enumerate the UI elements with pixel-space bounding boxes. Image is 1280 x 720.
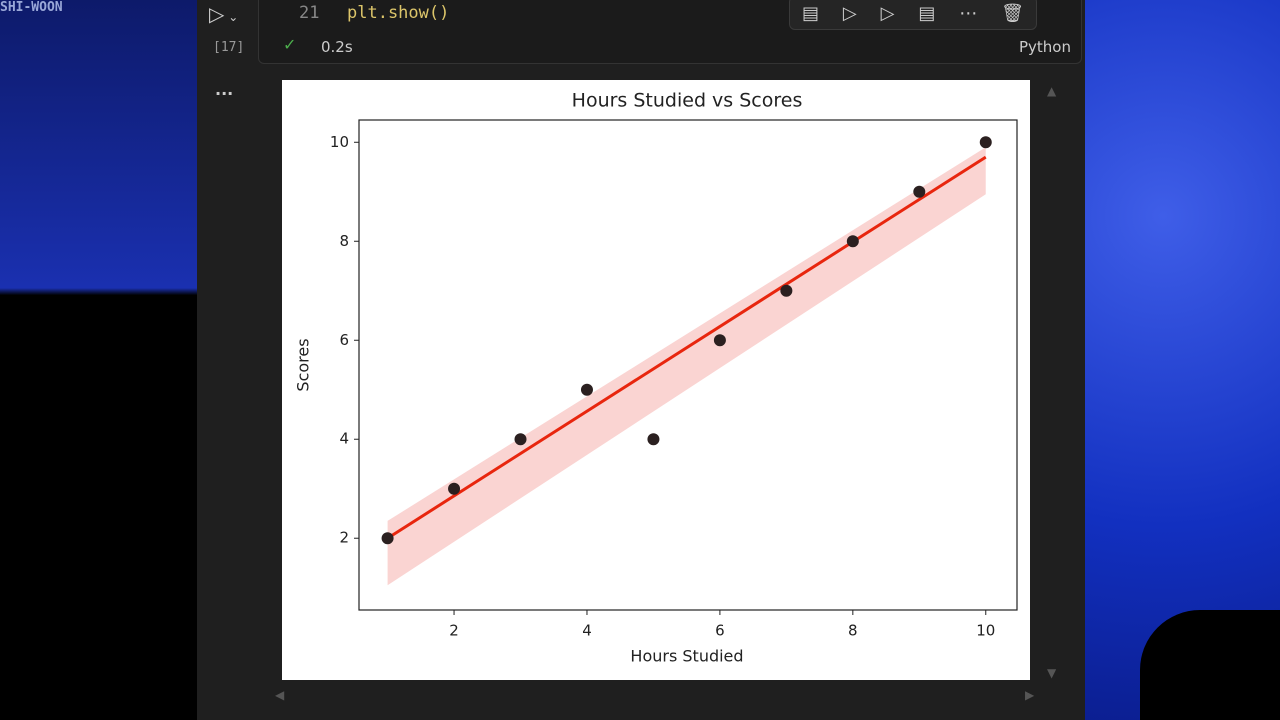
data-point (913, 185, 926, 198)
confidence-band (387, 147, 986, 586)
scroll-down[interactable]: ▼ (1047, 666, 1057, 680)
chart-output: Hours Studied vs Scores Hours Studied Sc… (282, 80, 1030, 680)
x-tick-label: 6 (715, 622, 725, 640)
duration: 0.2s (321, 38, 353, 56)
right-background (1085, 0, 1280, 720)
toolbar-button[interactable]: 🗑 (1001, 2, 1024, 24)
toolbar-button[interactable]: ▷ (842, 2, 857, 24)
toolbar-button[interactable]: ▤ (801, 2, 819, 24)
toolbar-button[interactable]: ▷ (880, 2, 895, 24)
y-tick-label: 8 (339, 232, 349, 250)
data-point (514, 433, 527, 446)
run-button[interactable]: ▷ ⌄ (209, 2, 239, 26)
regression-line (386, 155, 987, 540)
data-point (846, 235, 859, 248)
y-tick-label: 10 (330, 133, 349, 151)
data-point (647, 433, 660, 446)
toolbar-button[interactable]: ⋯ (959, 2, 978, 24)
y-tick-label: 4 (339, 430, 349, 448)
scroll-right[interactable]: ▶ (1025, 688, 1035, 702)
y-axis-label: Scores (294, 338, 313, 391)
chart-title: Hours Studied vs Scores (572, 90, 803, 112)
line-number: 21 (299, 3, 320, 23)
toolbar-button[interactable]: ▤ (918, 2, 936, 24)
code: plt.show() (347, 3, 450, 23)
output-menu[interactable]: ... (215, 80, 234, 99)
y-tick-label: 2 (339, 529, 349, 547)
cell-toolbar: ▤ ▷ ▷ ▤ ⋯ 🗑 (789, 0, 1037, 30)
scroll-left[interactable]: ◀ (275, 688, 285, 702)
x-tick-label: 4 (582, 622, 592, 640)
x-tick-label: 8 (848, 622, 858, 640)
left-background (0, 0, 197, 720)
x-tick-label: 10 (976, 622, 995, 640)
y-tick-label: 6 (339, 331, 349, 349)
x-tick-label: 2 (449, 622, 459, 640)
scroll-up[interactable]: ▲ (1047, 84, 1057, 98)
data-point (580, 383, 593, 396)
execution-count: [17] (213, 40, 245, 55)
right-hill (1140, 610, 1280, 720)
success-check: ✓ (283, 35, 297, 54)
language[interactable]: Python (1019, 38, 1071, 56)
data-point (780, 284, 793, 297)
x-axis-label: Hours Studied (630, 647, 743, 666)
chart: Hours Studied vs Scores Hours Studied Sc… (294, 90, 1018, 666)
data-point (381, 532, 394, 545)
data-point (979, 136, 992, 149)
plot-frame (358, 119, 1018, 611)
watermark: SHI-WOON (0, 0, 63, 15)
data-point (713, 334, 726, 347)
data-point (448, 482, 461, 495)
